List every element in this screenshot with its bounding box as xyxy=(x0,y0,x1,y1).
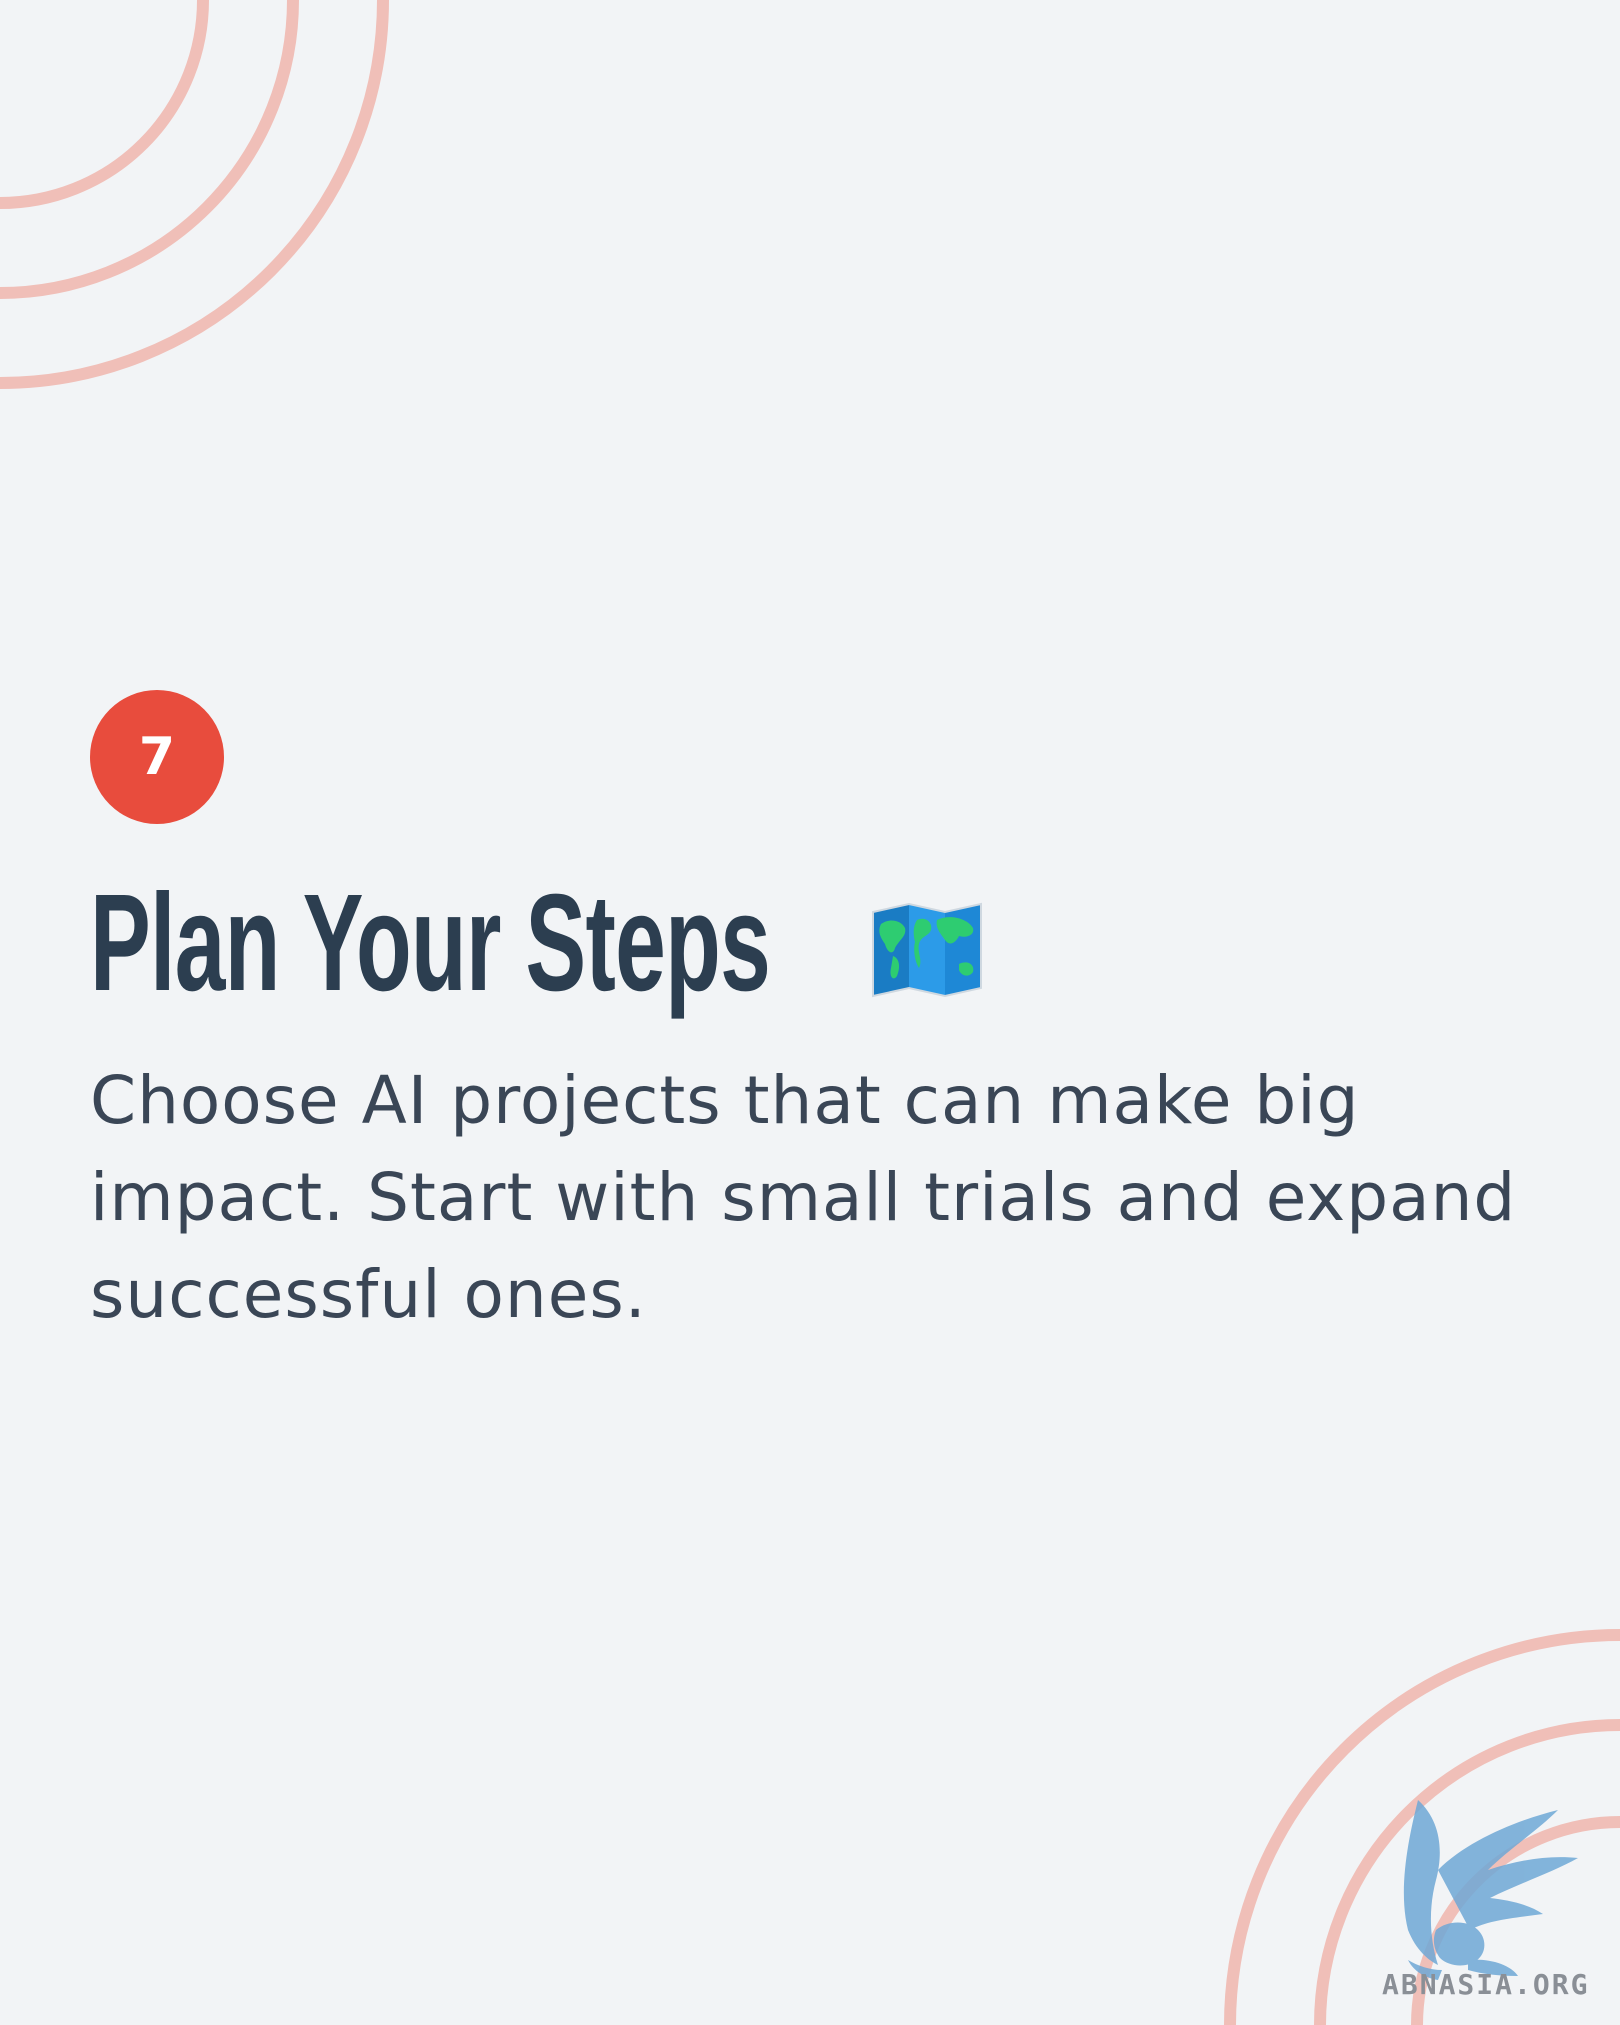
top-left-ring-inner xyxy=(0,0,209,209)
top-left-ring-outer xyxy=(0,0,389,389)
step-number-badge: 7 xyxy=(90,690,224,824)
step-card: 7 Plan Your Steps Choose AI projects tha… xyxy=(90,690,1550,1409)
step-description: Choose AI projects that can make big imp… xyxy=(90,1062,1517,1333)
griffin-logo-icon xyxy=(1403,1800,1578,1980)
watermark-text: ABNASIA.ORG xyxy=(1382,1968,1590,2001)
page-title: Plan Your Steps xyxy=(90,866,771,1020)
top-left-ring-middle xyxy=(0,0,299,299)
heading-row: Plan Your Steps xyxy=(90,874,1550,1012)
world-map-icon xyxy=(871,902,982,998)
